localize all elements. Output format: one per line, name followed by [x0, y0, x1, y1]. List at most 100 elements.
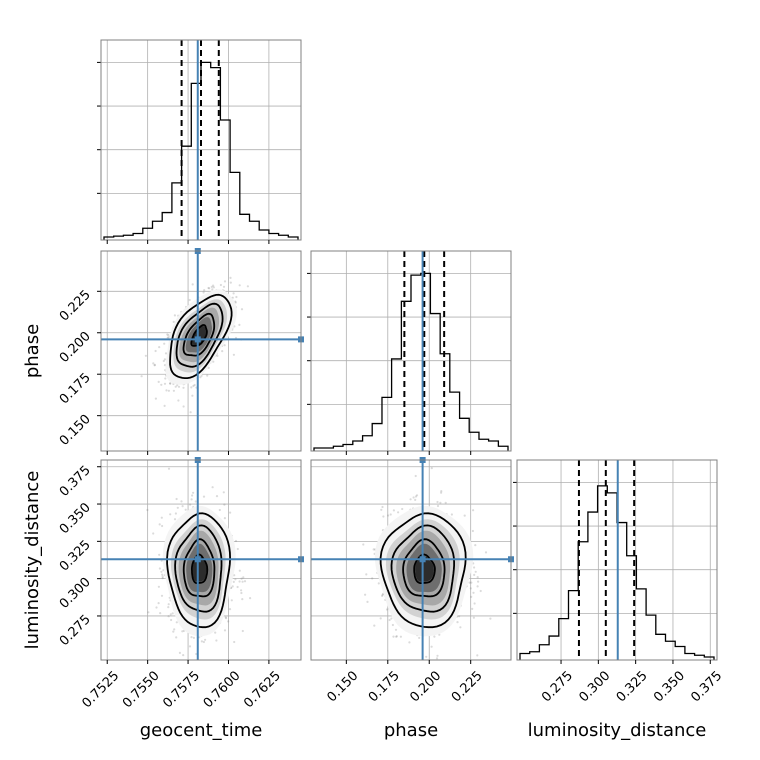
sample-point	[412, 496, 415, 499]
sample-point	[190, 636, 193, 639]
sample-point	[391, 623, 394, 627]
panel-frame	[516, 459, 718, 661]
sample-point	[147, 611, 150, 614]
sample-point	[395, 635, 398, 638]
sample-point	[389, 513, 392, 516]
sample-point	[223, 503, 226, 506]
x-tick-label: 0.325	[614, 668, 651, 705]
sample-point	[472, 509, 475, 512]
sample-point	[418, 636, 421, 640]
sample-point	[192, 491, 195, 494]
sample-point	[190, 498, 193, 501]
sample-point	[458, 615, 461, 618]
sample-point	[241, 629, 244, 633]
sample-point	[234, 578, 237, 581]
sample-point	[362, 543, 365, 546]
sample-point	[232, 292, 235, 295]
sample-point	[476, 654, 479, 657]
x-axis-label-geocent_time: geocent_time	[140, 720, 263, 741]
y-tick-label: 0.225	[57, 288, 94, 325]
x-axis-label-phase: phase	[384, 720, 438, 741]
sample-point	[474, 544, 477, 547]
x-tick-label: 0.7550	[120, 668, 163, 711]
sample-point	[160, 594, 164, 597]
sample-point	[146, 508, 149, 512]
sample-point	[175, 497, 178, 501]
sample-point	[459, 626, 462, 629]
sample-point	[471, 529, 474, 533]
sample-point	[222, 491, 225, 494]
sample-point	[433, 635, 436, 638]
sample-point	[477, 580, 480, 583]
sample-point	[489, 617, 492, 620]
sample-point	[169, 513, 172, 516]
panel-frame	[100, 39, 302, 241]
contour-line	[379, 512, 467, 629]
sample-point	[397, 511, 400, 514]
contour-line	[402, 538, 446, 598]
sample-point	[161, 524, 164, 528]
sample-point	[211, 486, 214, 489]
sample-point	[167, 334, 170, 337]
sample-point	[164, 377, 167, 380]
sample-point	[210, 285, 213, 288]
sample-point	[380, 508, 383, 511]
sample-point	[468, 581, 471, 584]
sample-point	[381, 594, 384, 598]
sample-point	[473, 566, 476, 569]
sample-point	[476, 576, 479, 579]
sample-point	[233, 325, 236, 328]
sample-point	[436, 654, 439, 657]
y-tick-label: 0.325	[57, 538, 94, 575]
sample-point	[472, 616, 475, 619]
sample-point	[233, 640, 236, 644]
sample-point	[229, 281, 232, 284]
sample-point	[473, 602, 476, 605]
sample-point	[180, 500, 183, 503]
sample-point	[381, 505, 384, 509]
sample-point	[223, 344, 226, 347]
y-axis-label-phase: phase	[22, 324, 43, 378]
sample-point	[408, 641, 411, 644]
sample-point	[152, 532, 155, 535]
sample-point	[234, 300, 237, 303]
sample-point	[169, 613, 172, 616]
sample-point	[365, 573, 368, 576]
panel-frame	[100, 459, 302, 661]
sample-point	[167, 603, 170, 606]
sample-point	[177, 385, 181, 388]
sample-point	[163, 364, 167, 367]
x-tick-label: 0.200	[407, 668, 444, 705]
sample-point	[212, 360, 215, 363]
sample-point	[227, 620, 230, 623]
sample-point	[144, 354, 147, 357]
sample-point	[167, 467, 171, 470]
sample-point	[230, 599, 233, 602]
sample-point	[181, 630, 184, 633]
sample-point	[425, 655, 428, 658]
sample-point	[191, 494, 194, 497]
sample-point	[440, 491, 443, 494]
sample-point	[229, 276, 232, 279]
truth-marker	[194, 556, 201, 563]
sample-point	[232, 353, 235, 356]
sample-point	[241, 580, 244, 583]
sample-point	[430, 645, 433, 648]
sample-point	[472, 591, 475, 594]
sample-point	[238, 580, 241, 583]
histogram-phase	[313, 272, 509, 451]
sample-point	[161, 575, 164, 578]
x-tick-label: 0.7600	[201, 668, 244, 711]
sample-point	[171, 612, 174, 615]
y-tick-label: 0.350	[57, 500, 94, 537]
density-layer	[140, 276, 492, 660]
sample-point	[221, 350, 224, 353]
sample-point	[167, 606, 170, 609]
sample-point	[192, 636, 195, 640]
sample-point	[188, 645, 192, 648]
sample-point	[189, 503, 192, 506]
sample-point	[163, 358, 166, 361]
sample-point	[172, 389, 175, 392]
sample-point	[484, 551, 488, 554]
sample-point	[440, 490, 443, 493]
